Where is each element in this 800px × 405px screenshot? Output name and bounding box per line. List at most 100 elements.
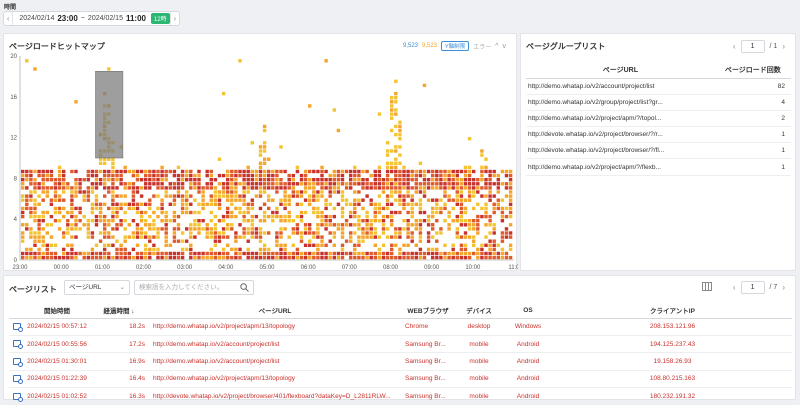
detail-icon[interactable] <box>13 340 23 350</box>
header-page-url[interactable]: ページURL <box>526 63 715 79</box>
cell-url[interactable]: http://demo.whatap.io/v2/account/project… <box>149 335 401 354</box>
heatmap-cell <box>480 247 484 252</box>
header-start-time[interactable]: 開始時間 <box>25 303 89 319</box>
heatmap-cell <box>78 190 82 194</box>
row-icon-cell[interactable] <box>9 370 25 389</box>
heatmap-cell <box>484 178 488 182</box>
row-page-url[interactable]: http://demo.whatap.io/v2/project/apm/?/t… <box>526 110 715 128</box>
heatmap-cell <box>148 202 152 206</box>
chevron-right-icon[interactable]: › <box>169 12 179 25</box>
table-row[interactable]: http://demo.whatap.io/v2/project/apm/?/t… <box>526 110 791 128</box>
heatmap-cell <box>242 202 246 206</box>
heatmap-cell <box>398 120 402 124</box>
header-device[interactable]: デバイス <box>455 303 503 319</box>
chevron-up-icon[interactable]: ^ <box>495 42 499 50</box>
heatmap-cell <box>217 173 222 178</box>
heatmap-cell <box>82 255 86 260</box>
heatmap-cell <box>324 251 328 256</box>
row-icon-cell[interactable] <box>9 352 25 371</box>
group-page-input[interactable]: 1 <box>740 40 765 53</box>
heatmap-cell <box>139 210 144 215</box>
heatmap-cell <box>312 243 316 247</box>
table-row[interactable]: 2024/02/15 01:22:39 16.4s http://demo.what… <box>9 370 792 389</box>
heatmap-cell <box>377 169 382 174</box>
header-page-url[interactable]: ページURL <box>149 303 401 319</box>
row-icon-cell[interactable] <box>9 318 25 336</box>
search-icon[interactable] <box>240 283 249 292</box>
y-axis-limit-button[interactable]: Y軸制限 <box>441 41 470 51</box>
heatmap-cell <box>373 214 377 219</box>
list-page-input[interactable]: 1 <box>740 281 765 294</box>
cell-url[interactable]: http://devote.whatap.io/v2/project/brows… <box>149 387 401 405</box>
table-row[interactable]: http://devote.whatap.io/v2/project/brows… <box>526 126 791 144</box>
heatmap-cell <box>480 169 484 174</box>
heatmap-cell <box>242 178 246 182</box>
selection-box[interactable] <box>95 71 124 159</box>
header-load-count[interactable]: ページロード回数 <box>714 63 791 79</box>
cell-url[interactable]: http://demo.whatap.io/v2/project/apm/13/… <box>149 370 401 389</box>
row-icon-cell[interactable] <box>9 335 25 354</box>
heatmap-cell <box>242 231 246 235</box>
heatmap-cell <box>447 182 451 186</box>
table-row[interactable]: 2024/02/15 00:57:12 18.2s http://demo.what… <box>9 318 792 336</box>
column-settings-icon[interactable] <box>702 282 712 291</box>
search-input[interactable]: 検索語を入力してください。 <box>134 280 254 295</box>
heatmap-cell <box>291 194 295 198</box>
table-row[interactable]: http://demo.whatap.io/v2/group/project/l… <box>526 94 791 111</box>
row-page-url[interactable]: http://devote.whatap.io/v2/project/brows… <box>526 142 715 160</box>
search-field-select[interactable]: ページURL ⌄ <box>64 280 130 295</box>
chevron-right-icon[interactable]: › <box>782 283 785 292</box>
detail-icon[interactable] <box>13 357 23 367</box>
heatmap-cell <box>349 255 353 260</box>
row-page-url[interactable]: http://demo.whatap.io/v2/group/project/l… <box>526 94 715 111</box>
heatmap-cell <box>131 206 136 211</box>
heatmap-cell <box>33 206 37 211</box>
heatmap-cell <box>299 202 304 206</box>
heatmap-cell <box>33 219 37 223</box>
heatmap-cell <box>90 231 95 235</box>
table-row[interactable]: http://devote.whatap.io/v2/project/brows… <box>526 142 791 160</box>
header-elapsed[interactable]: 経過時間 ↓ <box>89 303 149 319</box>
table-row[interactable]: http://demo.whatap.io/v2/account/project… <box>526 78 791 95</box>
table-row[interactable]: 2024/02/15 00:55:56 17.2s http://demo.what… <box>9 335 792 354</box>
cell-url[interactable]: http://demo.whatap.io/v2/account/project… <box>149 352 401 371</box>
heatmap-cell <box>332 186 336 190</box>
table-row[interactable]: 2024/02/15 01:30:01 16.9s http://demo.what… <box>9 352 792 371</box>
time-range-text[interactable]: 2024/02/14 23:00 ~ 2024/02/15 11:00 12時 <box>13 13 170 24</box>
header-browser[interactable]: WEBブラウザ <box>401 303 455 319</box>
heatmap-cell <box>213 251 218 256</box>
table-row[interactable]: http://demo.whatap.io/v2/project/apm/?/f… <box>526 158 791 176</box>
detail-icon[interactable] <box>13 375 23 385</box>
heatmap-cell <box>312 186 316 190</box>
header-os[interactable]: OS <box>503 303 553 319</box>
row-page-url[interactable]: http://demo.whatap.io/v2/account/project… <box>526 78 715 95</box>
detail-icon[interactable] <box>13 323 23 333</box>
heatmap-cell <box>295 223 300 227</box>
header-client-ip[interactable]: クライアントIP <box>553 303 792 319</box>
heatmap-cell <box>377 186 382 190</box>
heatmap-cell <box>431 235 435 239</box>
row-page-url[interactable]: http://demo.whatap.io/v2/project/apm/?/f… <box>526 158 715 176</box>
detail-icon[interactable] <box>13 392 23 402</box>
heatmap-cell <box>402 165 406 170</box>
heatmap-cell <box>316 214 320 219</box>
list-page-total: / 7 <box>769 284 778 291</box>
chevron-right-icon[interactable]: › <box>782 42 785 51</box>
chevron-left-icon[interactable]: ‹ <box>732 42 736 51</box>
row-page-url[interactable]: http://devote.whatap.io/v2/project/brows… <box>526 126 715 144</box>
heatmap-cell <box>279 255 283 260</box>
row-icon-cell[interactable] <box>9 387 25 405</box>
cell-url[interactable]: http://demo.whatap.io/v2/project/apm/13/… <box>149 318 401 336</box>
chevron-left-icon[interactable]: ‹ <box>4 12 14 25</box>
heatmap-cell <box>385 173 390 178</box>
time-range-picker[interactable]: ‹ 2024/02/14 23:00 ~ 2024/02/15 11:00 12… <box>3 11 180 26</box>
heatmap-cell <box>492 173 496 178</box>
heatmap-cell <box>172 255 177 260</box>
error-filter[interactable]: エラー <box>473 44 492 51</box>
chevron-down-icon[interactable]: v <box>502 42 507 50</box>
heatmap-cell <box>275 255 279 260</box>
chevron-left-icon[interactable]: ‹ <box>732 283 736 292</box>
table-row[interactable]: 2024/02/15 01:02:52 16.3s http://devote.wh… <box>9 387 792 405</box>
heatmap-cell <box>98 214 103 219</box>
